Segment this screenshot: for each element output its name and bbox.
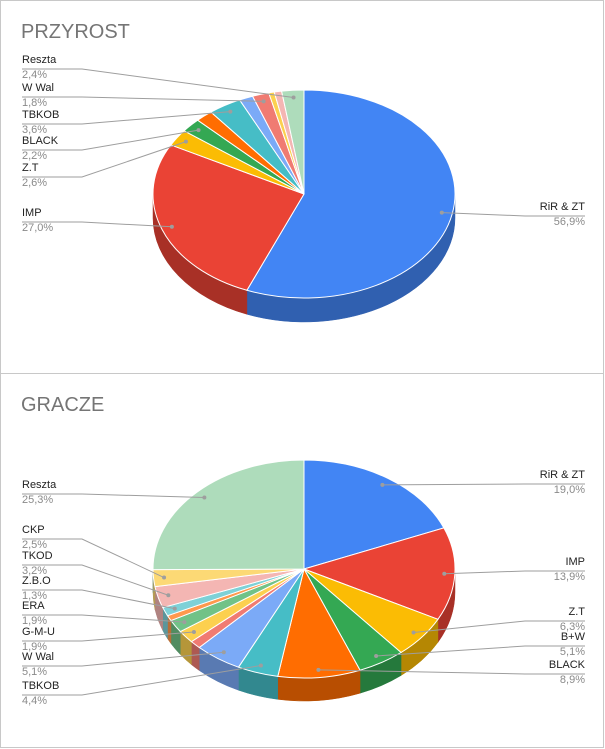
leader-line <box>22 97 264 101</box>
pie-chart-przyrost: RiR & ZT 56,9% IMP 27,0% Z.T 2,6% BLACK 2,2% TBK… <box>1 1 605 374</box>
slice-label: TKOD <box>22 550 53 562</box>
slice-value: 2,5% <box>22 539 47 551</box>
slice-label: BLACK <box>22 135 59 147</box>
slice-label: CKP <box>22 524 45 536</box>
slice-value: 2,4% <box>22 69 47 81</box>
slice-label: Z.T <box>569 606 586 618</box>
slice-value: 8,9% <box>560 674 585 686</box>
slice-value: 3,6% <box>22 124 47 136</box>
slice-label: IMP <box>565 556 585 568</box>
slice-value: 19,0% <box>554 484 585 496</box>
slice-label: BLACK <box>549 659 586 671</box>
slice-label: RiR & ZT <box>540 201 586 213</box>
slice-value: 1,9% <box>22 641 47 653</box>
slice-value: 13,9% <box>554 571 585 583</box>
slice-label: Reszta <box>22 54 57 66</box>
slice-label: W Wal <box>22 82 54 94</box>
slice-label: Reszta <box>22 479 57 491</box>
slice-value: 4,4% <box>22 695 47 707</box>
slice-value: 2,2% <box>22 150 47 162</box>
slice-label: TBKOB <box>22 680 59 692</box>
slice-value: 1,9% <box>22 615 47 627</box>
slice-label: B+W <box>561 631 586 643</box>
slice-value: 5,1% <box>560 646 585 658</box>
slice-value: 27,0% <box>22 222 53 234</box>
slice-value: 1,8% <box>22 97 47 109</box>
slice-label: G-M-U <box>22 626 55 638</box>
slice-value: 25,3% <box>22 494 53 506</box>
slice-value: 3,2% <box>22 565 47 577</box>
slice-value: 56,9% <box>554 216 585 228</box>
slice-label: Z.T <box>22 162 39 174</box>
pie-slice <box>153 460 304 570</box>
slice-label: TBKOB <box>22 109 59 121</box>
slice-value: 5,1% <box>22 666 47 678</box>
slice-value: 2,6% <box>22 177 47 189</box>
leader-line <box>22 69 294 98</box>
slice-value: 1,3% <box>22 590 47 602</box>
slice-label: IMP <box>22 207 42 219</box>
slice-label: RiR & ZT <box>540 469 586 481</box>
pie-chart-gracze: RiR & ZT19,0%IMP13,9%Z.T6,3%B+W5,1%BLACK… <box>1 374 605 749</box>
